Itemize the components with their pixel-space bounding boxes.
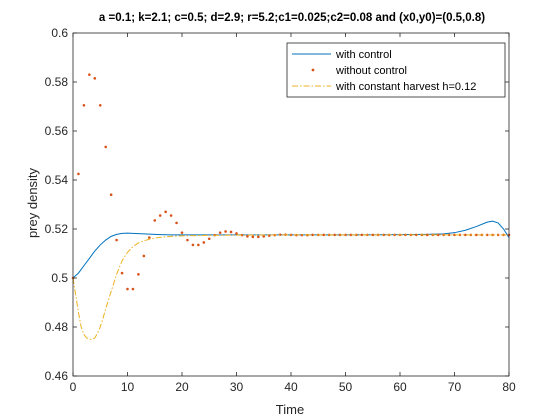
series-with-control-line xyxy=(72,220,510,279)
data-point xyxy=(88,73,91,76)
data-point xyxy=(180,231,184,234)
data-point xyxy=(93,77,97,80)
data-point xyxy=(109,193,113,196)
data-point xyxy=(436,233,440,237)
series-layer xyxy=(71,73,511,340)
data-point xyxy=(153,219,157,222)
y-axis-label: prey density xyxy=(25,167,40,238)
x-tick-label: 20 xyxy=(175,380,189,394)
data-point xyxy=(197,243,200,247)
y-tick-label: 0.6 xyxy=(51,26,68,40)
data-point xyxy=(229,230,233,234)
series-constant-harvest-line xyxy=(72,234,509,340)
data-point xyxy=(333,233,336,237)
data-point xyxy=(425,233,429,237)
data-point xyxy=(202,241,206,244)
x-tick-label: 80 xyxy=(502,380,516,394)
chart-title: a =0.1; k=2.1; c=0.5; d=2.9; r=5.2;c1=0.… xyxy=(99,12,485,24)
y-tick-label: 0.58 xyxy=(45,75,69,89)
data-point xyxy=(311,233,315,237)
data-point xyxy=(98,103,102,107)
data-point xyxy=(349,233,353,237)
x-axis-label: Time xyxy=(276,402,304,417)
data-point xyxy=(257,235,260,239)
series-without-control xyxy=(71,73,511,291)
y-tick-label: 0.48 xyxy=(45,320,69,334)
data-point xyxy=(191,243,195,247)
x-tick-label: 0 xyxy=(70,380,77,394)
x-tick-label: 40 xyxy=(284,380,298,394)
data-point xyxy=(224,230,227,233)
data-point xyxy=(246,235,249,238)
data-point xyxy=(415,233,418,237)
x-tick-label: 10 xyxy=(121,380,135,394)
legend-marker-dot xyxy=(311,68,315,72)
x-tick-label: 70 xyxy=(448,380,462,394)
y-tick-label: 0.56 xyxy=(45,124,69,138)
data-point xyxy=(186,238,189,242)
data-point xyxy=(218,231,222,234)
data-point xyxy=(207,237,211,241)
y-tick-label: 0.52 xyxy=(45,222,69,236)
data-point xyxy=(158,214,162,217)
data-point xyxy=(115,238,118,242)
data-point xyxy=(453,233,456,237)
data-point xyxy=(142,254,146,258)
data-point xyxy=(464,233,467,237)
legend-label: with constant harvest h=0.12 xyxy=(335,81,476,93)
data-point xyxy=(475,233,478,237)
data-point xyxy=(82,103,86,107)
y-tick-label: 0.54 xyxy=(45,173,69,187)
data-point xyxy=(131,287,135,291)
legend-label: with control xyxy=(335,49,392,61)
data-point xyxy=(169,214,173,217)
data-point xyxy=(77,172,80,176)
x-tick-label: 60 xyxy=(393,380,407,394)
data-point xyxy=(120,271,124,275)
data-point xyxy=(126,287,129,291)
data-point xyxy=(485,233,489,237)
data-point xyxy=(175,221,178,225)
y-tick-label: 0.46 xyxy=(45,369,69,383)
data-point xyxy=(262,235,266,238)
data-point xyxy=(164,210,167,214)
legend-box xyxy=(286,42,506,98)
x-tick-label: 50 xyxy=(339,380,353,394)
data-point xyxy=(360,233,364,237)
data-point xyxy=(148,236,151,239)
legend: with control without control with constant… xyxy=(286,42,506,98)
data-point xyxy=(235,232,238,235)
y-tick-label: 0.5 xyxy=(51,271,68,285)
data-point xyxy=(104,145,107,149)
data-point xyxy=(322,233,326,237)
legend-label: without control xyxy=(335,65,407,77)
axis-ticks: 0 10 20 30 40 50 60 70 80 0.46 0.48 0.5 0.52 0.54 0.56… xyxy=(45,26,516,394)
x-tick-label: 30 xyxy=(230,380,244,394)
data-point xyxy=(251,235,255,239)
data-point xyxy=(371,233,375,237)
data-point xyxy=(137,273,140,276)
